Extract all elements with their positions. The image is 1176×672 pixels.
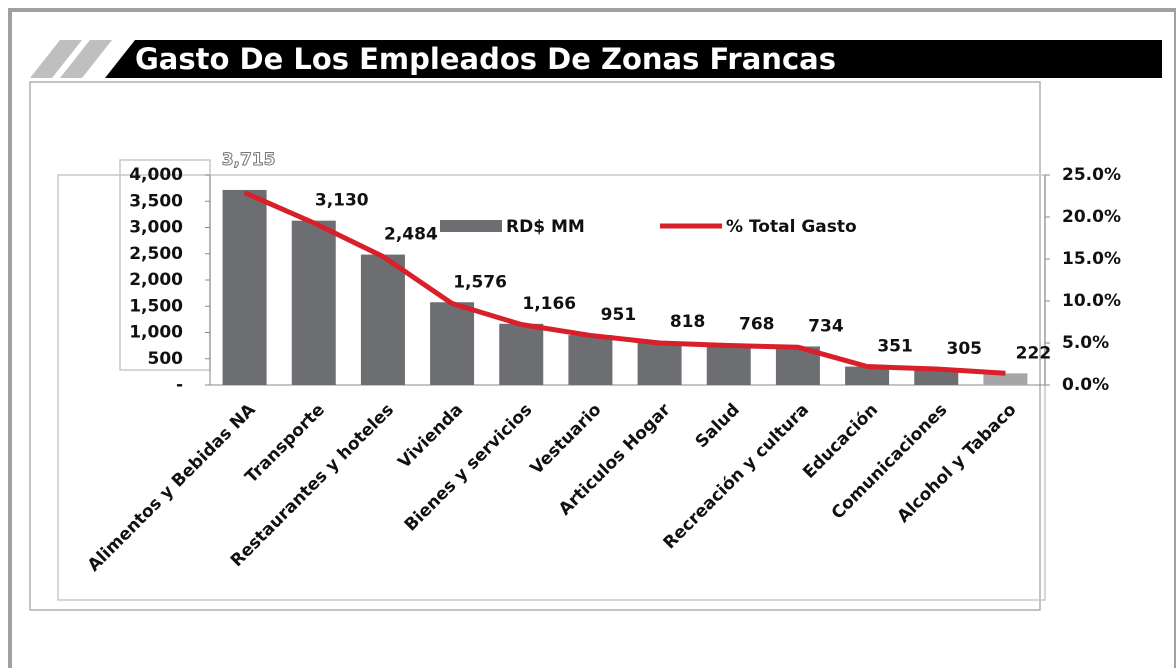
x-tick-label: Salud	[692, 400, 744, 452]
data-label: 3,715	[222, 150, 276, 170]
y-tick-label: 1,500	[129, 296, 183, 316]
x-tick-label: Comunicaciones	[828, 400, 952, 524]
bar	[845, 366, 890, 385]
x-tick-label: Recreación y cultura	[660, 400, 813, 553]
x-tick-label: Vivienda	[394, 400, 467, 473]
y2-tick-label: 10.0%	[1062, 291, 1121, 311]
chart-frame	[29, 81, 1041, 611]
y-tick-label: 3,500	[129, 191, 183, 211]
bar	[914, 368, 959, 385]
stripe	[30, 40, 82, 78]
bar	[983, 373, 1028, 385]
y2-tick-label: 5.0%	[1062, 333, 1109, 353]
y2-tick-label: 20.0%	[1062, 207, 1121, 227]
y-tick-label: 4,000	[129, 165, 183, 185]
bar	[291, 220, 336, 385]
x-tick-label: Bienes y servicios	[401, 400, 537, 536]
bar	[568, 335, 613, 385]
data-label: 951	[601, 305, 637, 325]
data-label: 3,130	[315, 191, 369, 211]
chart-title: Gasto De Los Empleados De Zonas Francas	[135, 42, 836, 76]
data-label: 1,576	[453, 272, 507, 292]
legend-swatch	[440, 220, 502, 232]
data-label: 768	[739, 315, 775, 335]
data-label: 222	[1016, 343, 1052, 363]
data-label: 351	[877, 337, 913, 357]
bar	[222, 189, 267, 385]
bar	[637, 342, 682, 385]
y-tick-label: -	[176, 375, 183, 395]
y-tick-label: 500	[148, 349, 184, 369]
y-tick-label: 3,000	[129, 218, 183, 238]
legend-label: % Total Gasto	[726, 217, 857, 237]
data-label: 734	[808, 316, 844, 336]
data-label: 818	[670, 312, 706, 332]
line	[243, 190, 1006, 376]
y2-tick-label: 25.0%	[1062, 165, 1121, 185]
plot-frame	[57, 174, 1046, 601]
outer-frame	[8, 8, 1176, 672]
legend-label: RD$ MM	[506, 217, 585, 237]
x-tick-label: Alcohol y Tabaco	[894, 400, 1021, 527]
bar	[499, 323, 544, 385]
data-label: 1,166	[522, 294, 576, 314]
data-label: 2,484	[384, 225, 438, 245]
y-tick-label: 1,000	[129, 323, 183, 343]
stripe	[60, 40, 112, 78]
y2-tick-label: 15.0%	[1062, 249, 1121, 269]
bar	[706, 344, 751, 385]
y-tick-label: 2,000	[129, 270, 183, 290]
data-label: 305	[947, 339, 983, 359]
bar	[360, 254, 405, 385]
title-banner	[105, 40, 1162, 78]
bar	[430, 302, 475, 385]
y-tick-label: 2,500	[129, 244, 183, 264]
y2-tick-label: 0.0%	[1062, 375, 1109, 395]
